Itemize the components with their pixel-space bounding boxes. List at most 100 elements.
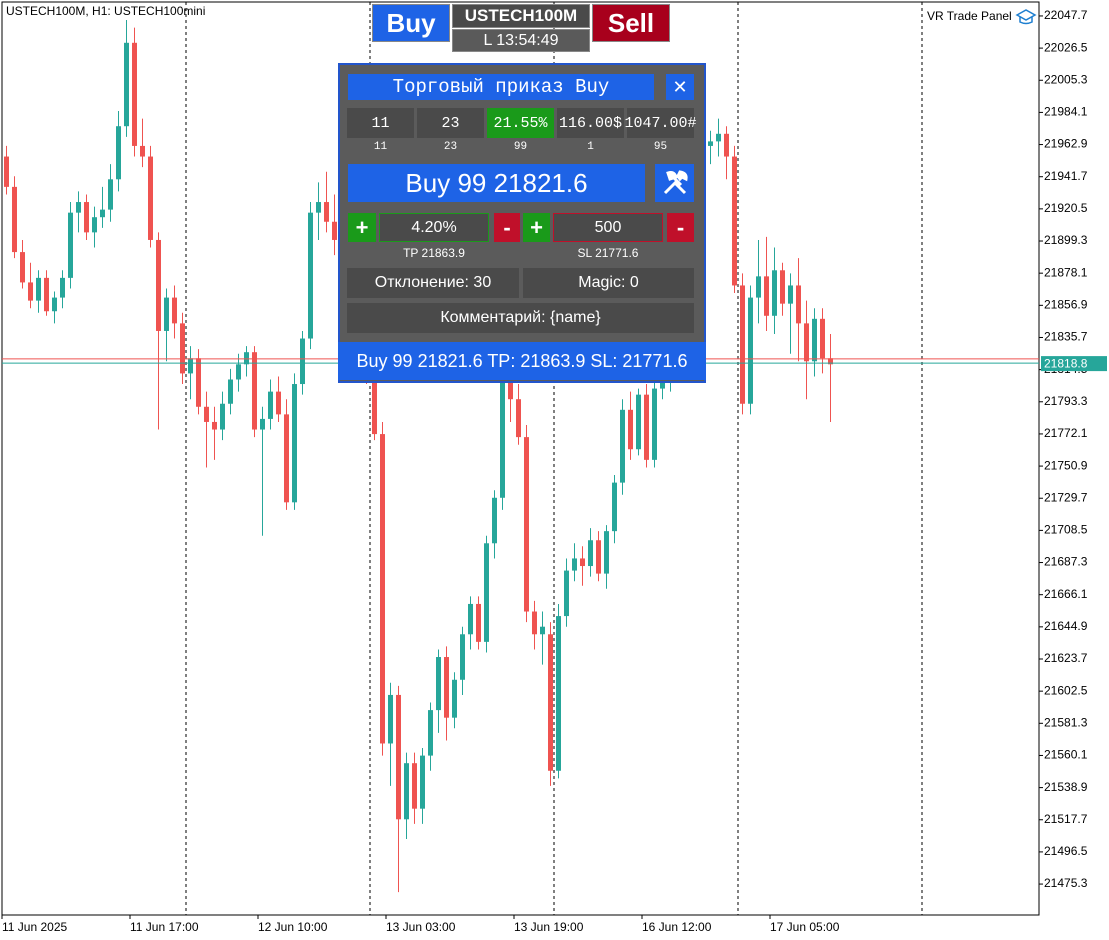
candle-body (812, 318, 817, 362)
candle-body (4, 156, 9, 187)
x-tick-label: 17 Jun 05:00 (770, 920, 840, 934)
order-button[interactable]: Buy 99 21821.6 (348, 164, 645, 202)
y-tick-label: 21941.7 (1044, 169, 1088, 183)
candle-body (468, 603, 473, 635)
candle-body (140, 145, 145, 157)
x-tick-label: 11 Jun 2025 (2, 920, 67, 934)
tp-plus[interactable]: + (348, 213, 376, 242)
stat-money[interactable]: 116.00$ (557, 108, 624, 138)
y-tick-label: 21750.9 (1044, 458, 1088, 472)
y-tick-label: 21602.5 (1044, 683, 1088, 697)
candle-body (804, 323, 809, 362)
stat-note: 11 (373, 141, 388, 153)
buy-button[interactable]: Buy (372, 4, 450, 42)
panel-title: Торговый приказ Buy (348, 74, 654, 100)
comment[interactable]: Комментарий: {name} (347, 303, 694, 333)
candle-body (508, 376, 513, 400)
magic[interactable]: Magic: 0 (523, 268, 694, 298)
close-button[interactable]: ✕ (666, 74, 694, 100)
tp-value[interactable]: 4.20% (379, 213, 489, 242)
candle-body (540, 626, 545, 635)
candle-body (772, 270, 777, 316)
y-tick-label: 21920.5 (1044, 201, 1088, 215)
sl-minus[interactable]: - (667, 213, 694, 242)
x-tick-label: 16 Jun 12:00 (642, 920, 712, 934)
candle-body (644, 394, 649, 460)
y-tick-label: 21962.9 (1044, 137, 1088, 151)
y-tick-label: 21708.5 (1044, 523, 1088, 537)
candle-body (372, 368, 377, 435)
candle-body (500, 376, 505, 498)
y-tick-label: 22005.3 (1044, 72, 1088, 86)
candle-body (724, 133, 729, 157)
y-tick-label: 22047.7 (1044, 8, 1088, 22)
stat-lot-2[interactable]: 23 (417, 108, 484, 138)
candle-body (52, 297, 57, 312)
candle-body (44, 277, 49, 312)
y-tick-label: 21793.3 (1044, 394, 1088, 408)
settings-button[interactable] (655, 164, 694, 202)
candle-body (188, 358, 193, 374)
candle-body (244, 352, 249, 365)
candle-body (556, 616, 561, 771)
candle-body (108, 179, 113, 210)
candle-body (180, 323, 185, 374)
candle-body (148, 156, 153, 240)
y-tick-label: 21666.1 (1044, 587, 1088, 601)
candle-body (276, 391, 281, 415)
y-tick-label: 21899.3 (1044, 233, 1088, 247)
order-summary: Buy 99 21821.6 TP: 21863.9 SL: 21771.6 (338, 342, 706, 380)
candle-body (220, 403, 225, 430)
candle-body (172, 297, 177, 324)
stat-percent[interactable]: 21.55% (487, 108, 554, 138)
stat-note: 23 (443, 141, 458, 153)
candle-body (100, 209, 105, 218)
candle-body (300, 338, 305, 385)
candle-body (580, 558, 585, 567)
candle-body (380, 434, 385, 744)
x-tick-label: 13 Jun 03:00 (386, 920, 456, 934)
candle-body (164, 297, 169, 331)
y-tick-label: 21623.7 (1044, 651, 1088, 665)
candle-body (12, 186, 17, 253)
candle-body (604, 531, 609, 574)
candle-body (476, 603, 481, 642)
candle-body (436, 657, 441, 711)
deviation[interactable]: Отклонение: 30 (347, 268, 519, 298)
stat-note: 95 (653, 141, 668, 153)
candle-body (596, 540, 601, 574)
y-tick-label: 21878.1 (1044, 265, 1088, 279)
tools-icon (663, 170, 688, 195)
candle-body (324, 202, 329, 222)
y-tick-label: 21496.5 (1044, 844, 1088, 858)
candle-body (756, 276, 761, 298)
candle-body (516, 399, 521, 438)
tp-minus[interactable]: - (494, 213, 520, 242)
stat-points[interactable]: 1047.00# (625, 108, 697, 138)
x-tick-label: 13 Jun 19:00 (514, 920, 584, 934)
y-tick-label: 22026.5 (1044, 40, 1088, 54)
y-tick-label: 21856.9 (1044, 297, 1088, 311)
y-tick-label: 21581.3 (1044, 715, 1088, 729)
candle-body (564, 570, 569, 617)
candle-body (412, 763, 417, 809)
bid-label: 21818.8 (1044, 356, 1088, 370)
candle-body (124, 42, 129, 127)
candle-body (156, 239, 161, 331)
stat-lot[interactable]: 11 (347, 108, 414, 138)
candle-body (36, 277, 41, 301)
candle-body (612, 482, 617, 532)
candle-body (652, 388, 657, 460)
candle-body (212, 421, 217, 430)
y-tick-label: 21835.7 (1044, 330, 1088, 344)
y-tick-label: 21772.1 (1044, 426, 1088, 440)
indicator-label: VR Trade Panel (927, 9, 1012, 23)
candle-body (628, 409, 633, 450)
candle-body (748, 297, 753, 404)
sl-value[interactable]: 500 (553, 213, 663, 242)
sell-button[interactable]: Sell (592, 4, 670, 42)
candle-body (292, 384, 297, 503)
candle-body (20, 252, 25, 283)
sl-plus[interactable]: + (523, 213, 550, 242)
